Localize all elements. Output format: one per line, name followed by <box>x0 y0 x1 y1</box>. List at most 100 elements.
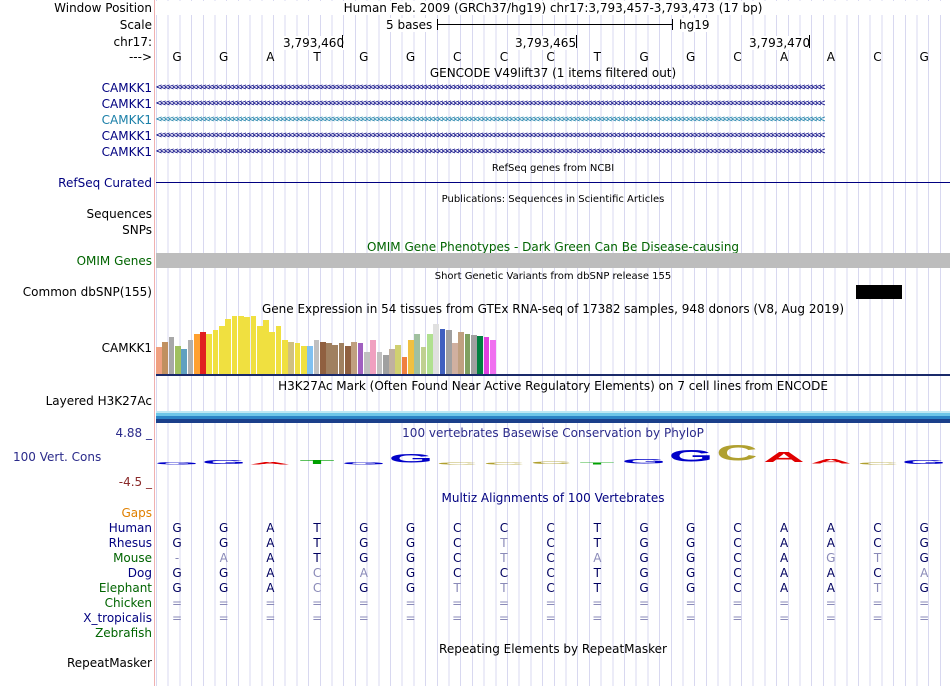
reference-base: A <box>266 50 275 64</box>
gtex-tissue-bar[interactable] <box>389 349 395 374</box>
gtex-tissue-bar[interactable] <box>269 331 276 374</box>
gtex-tissue-bar[interactable] <box>275 325 282 374</box>
gtex-tissue-bar[interactable] <box>370 339 376 374</box>
gtex-tissue-bar[interactable] <box>307 345 313 374</box>
alignment-base: C <box>452 536 462 550</box>
gtex-tissue-bar[interactable] <box>244 317 250 374</box>
gtex-tissue-bar[interactable] <box>212 330 219 374</box>
gtex-tissue-bar[interactable] <box>408 339 414 374</box>
gtex-tissue-bar[interactable] <box>345 345 351 374</box>
omim-label[interactable]: OMIM Genes <box>76 254 152 268</box>
gtex-tissue-bar[interactable] <box>231 316 238 374</box>
gtex-tissue-bar[interactable] <box>452 343 458 374</box>
gtex-gene-label[interactable]: CAMKK1 <box>101 341 152 355</box>
snps-label[interactable]: SNPs <box>122 223 152 237</box>
gtex-tissue-bar[interactable] <box>471 335 477 374</box>
gtex-tissue-bar[interactable] <box>483 337 490 374</box>
reference-base: G <box>359 50 369 64</box>
gtex-tissue-bar[interactable] <box>401 357 408 374</box>
snp-variant-box[interactable] <box>856 285 902 299</box>
gtex-tissue-bar[interactable] <box>225 318 232 374</box>
alignment-base: G <box>172 581 182 595</box>
cons-track-label[interactable]: 100 Vert. Cons <box>13 450 102 464</box>
alignment-base: G <box>359 521 369 535</box>
sequences-label[interactable]: Sequences <box>86 207 152 221</box>
gtex-tissue-bar[interactable] <box>168 337 175 374</box>
gencode-gene-label[interactable]: CAMKK1 <box>101 97 152 111</box>
gtex-tissue-bar[interactable] <box>206 333 213 374</box>
gtex-expression-chart[interactable] <box>156 315 556 374</box>
gtex-tissue-bar[interactable] <box>420 346 427 374</box>
refseq-track-label[interactable]: RefSeq Curated <box>58 176 152 190</box>
gtex-tissue-bar[interactable] <box>477 336 484 374</box>
gencode-gene-label[interactable]: CAMKK1 <box>101 145 152 159</box>
gtex-tissue-bar[interactable] <box>319 341 326 374</box>
gene-transcript[interactable]: <<<<<<<<<<<<<<<<<<<<<<<<<<<<<<<<<<<<<<<<… <box>156 130 825 141</box>
gtex-tissue-bar[interactable] <box>363 351 370 374</box>
gtex-tissue-bar[interactable] <box>489 339 496 374</box>
gene-transcript[interactable]: <<<<<<<<<<<<<<<<<<<<<<<<<<<<<<<<<<<<<<<<… <box>156 82 825 93</box>
gencode-gene-label[interactable]: CAMKK1 <box>101 113 152 127</box>
alignment-base: T <box>313 521 321 535</box>
gtex-tissue-bar[interactable] <box>162 341 169 374</box>
gtex-tissue-bar[interactable] <box>300 345 307 374</box>
alignment-base: = <box>825 596 836 610</box>
gtex-tissue-bar[interactable] <box>237 316 244 374</box>
gene-transcript[interactable]: <<<<<<<<<<<<<<<<<<<<<<<<<<<<<<<<<<<<<<<<… <box>156 114 825 125</box>
gtex-tissue-bar[interactable] <box>256 325 263 374</box>
gtex-tissue-bar[interactable] <box>187 339 194 374</box>
gtex-tissue-bar[interactable] <box>156 347 162 374</box>
conservation-base: C <box>529 461 572 465</box>
gtex-tissue-bar[interactable] <box>193 333 200 374</box>
species-label[interactable]: Zebrafish <box>95 626 152 640</box>
gtex-tissue-bar[interactable] <box>439 329 446 374</box>
gtex-tissue-bar[interactable] <box>433 324 439 374</box>
gtex-tissue-bar[interactable] <box>382 355 389 374</box>
alignment-base: = <box>405 611 416 625</box>
species-label[interactable]: Mouse <box>113 551 152 565</box>
gtex-tissue-bar[interactable] <box>288 341 295 374</box>
omim-feature-bar[interactable] <box>156 253 950 268</box>
gtex-tissue-bar[interactable] <box>445 330 452 374</box>
gene-transcript[interactable]: <<<<<<<<<<<<<<<<<<<<<<<<<<<<<<<<<<<<<<<<… <box>156 146 825 157</box>
h3k27ac-label[interactable]: Layered H3K27Ac <box>45 394 152 408</box>
species-label[interactable]: Dog <box>127 566 152 580</box>
gtex-tissue-bar[interactable] <box>219 325 225 374</box>
alignment-base: A <box>219 551 228 565</box>
gtex-tissue-bar[interactable] <box>357 343 364 374</box>
gtex-tissue-bar[interactable] <box>250 316 257 374</box>
gtex-tissue-bar[interactable] <box>200 331 206 374</box>
gencode-gene-label[interactable]: CAMKK1 <box>101 129 152 143</box>
gtex-tissue-bar[interactable] <box>294 343 301 374</box>
gtex-tissue-bar[interactable] <box>458 331 465 374</box>
scale-label: Scale <box>119 18 152 32</box>
gtex-tissue-bar[interactable] <box>326 343 332 374</box>
gtex-tissue-bar[interactable] <box>338 343 345 374</box>
gtex-tissue-bar[interactable] <box>351 341 358 374</box>
gtex-tissue-bar[interactable] <box>426 333 433 374</box>
alignment-base: = <box>171 596 183 610</box>
gtex-tissue-bar[interactable] <box>332 344 339 374</box>
gtex-tissue-bar[interactable] <box>464 333 471 374</box>
species-label[interactable]: Rhesus <box>108 536 152 550</box>
gene-transcript[interactable]: <<<<<<<<<<<<<<<<<<<<<<<<<<<<<<<<<<<<<<<<… <box>156 98 825 109</box>
gencode-gene-label[interactable]: CAMKK1 <box>101 81 152 95</box>
dbsnp-label[interactable]: Common dbSNP(155) <box>22 285 152 299</box>
species-label[interactable]: X_tropicalis <box>83 611 152 625</box>
refseq-gene-line[interactable] <box>156 182 950 183</box>
gtex-tissue-bar[interactable] <box>376 351 383 374</box>
gtex-tissue-bar[interactable] <box>282 339 288 374</box>
species-label[interactable]: Human <box>108 521 152 535</box>
conservation-base: G <box>154 461 200 465</box>
gtex-tissue-bar[interactable] <box>263 319 269 374</box>
gtex-tissue-bar[interactable] <box>414 333 421 374</box>
gtex-tissue-bar[interactable] <box>174 345 181 374</box>
gaps-label[interactable]: Gaps <box>121 506 152 520</box>
gtex-tissue-bar[interactable] <box>313 339 320 374</box>
gtex-tissue-bar[interactable] <box>395 344 402 374</box>
species-label[interactable]: Elephant <box>98 581 152 595</box>
gtex-tissue-bar[interactable] <box>181 349 187 374</box>
h3k27ac-signal[interactable] <box>156 411 950 423</box>
repeatmasker-label[interactable]: RepeatMasker <box>66 656 152 670</box>
species-label[interactable]: Chicken <box>104 596 152 610</box>
